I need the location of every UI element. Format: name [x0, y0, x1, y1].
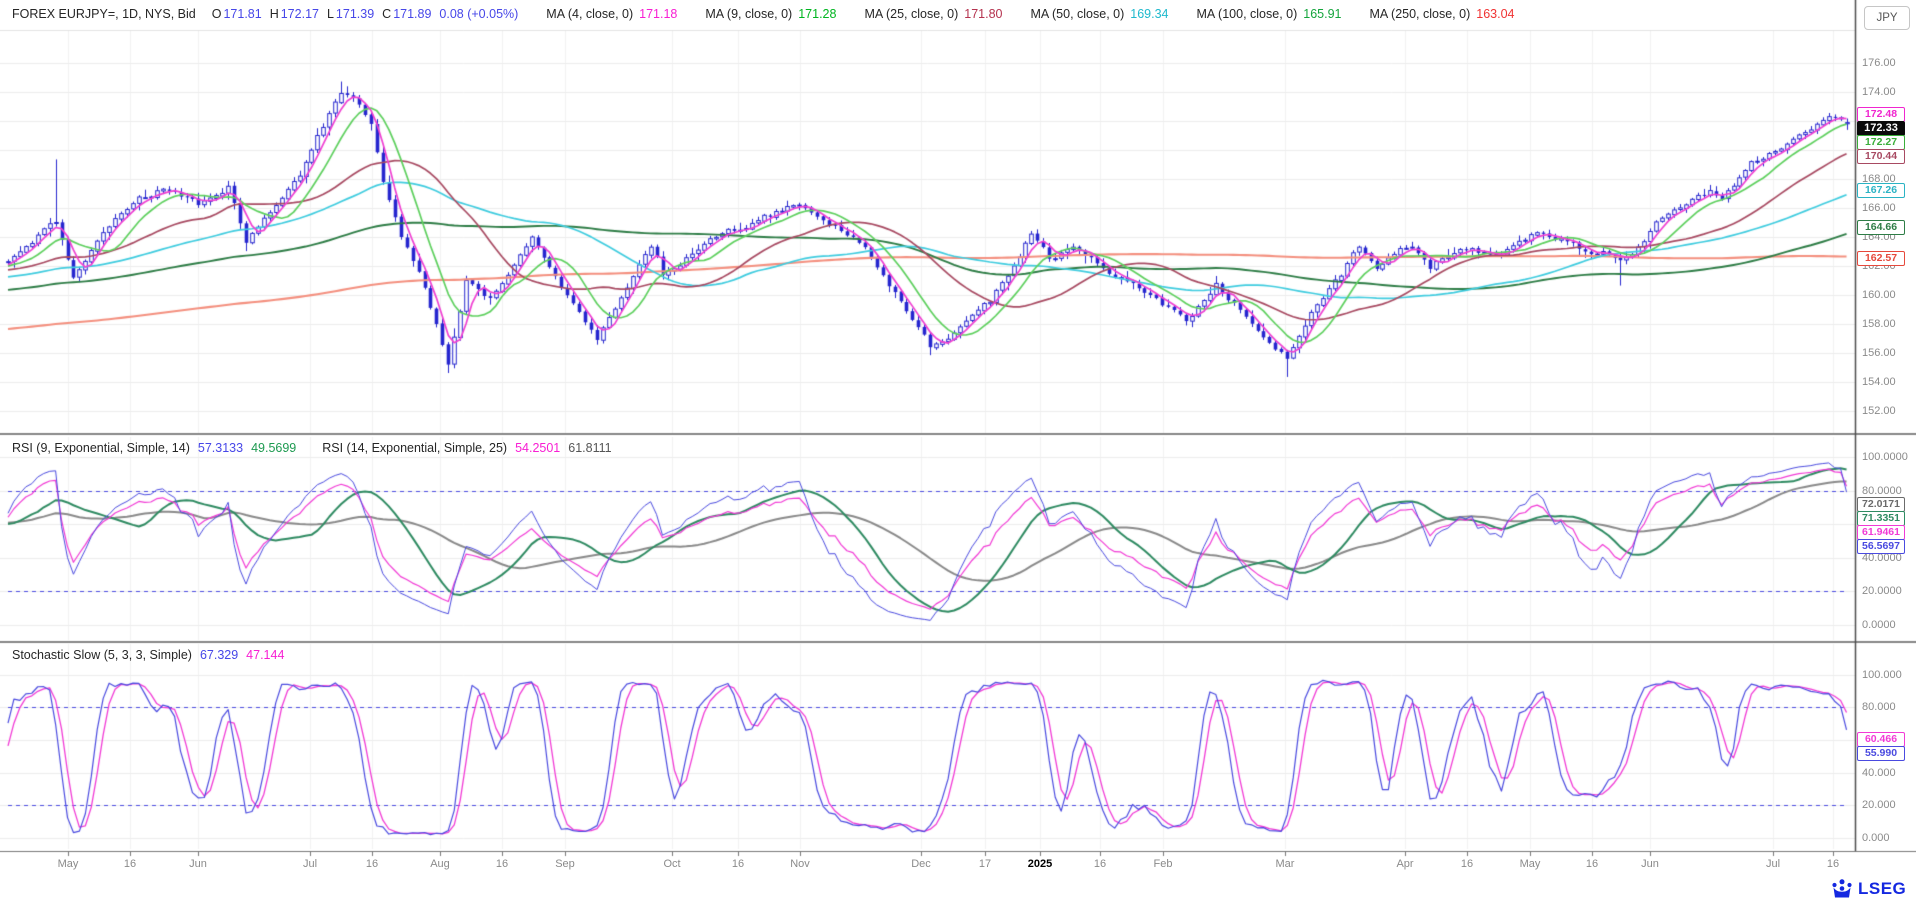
rsi-axis-badge: 71.3351 [1857, 511, 1905, 526]
x-axis-label: Jun [189, 858, 207, 870]
x-axis-label: Aug [430, 858, 450, 870]
rsi-axis-badge: 72.0171 [1857, 497, 1905, 512]
price-axis-badge: 172.27 [1857, 135, 1905, 151]
price-tick-label: 156.00 [1862, 347, 1896, 359]
legend-item: 171.89 [393, 7, 432, 21]
rsi-tick-label: 40.0000 [1862, 551, 1902, 564]
x-axis-label: May [57, 858, 79, 870]
stoch-legend-item: 47.144 [246, 648, 285, 662]
legend-item: 0.08 (+0.05%) [439, 7, 519, 21]
lseg-logo: LSEG [1830, 878, 1906, 900]
lseg-crest-icon [1832, 879, 1852, 898]
price-axis-badge: 164.66 [1857, 220, 1905, 236]
rsi-axis-badge: 56.5697 [1857, 539, 1905, 554]
legend-item: MA (25, close, 0) [864, 7, 959, 21]
stoch-tick-label: 80.000 [1862, 701, 1896, 714]
x-axis-label: 16 [1585, 858, 1599, 870]
stoch-tick-label: 0.000 [1862, 832, 1890, 844]
x-axis-label: Jun [1641, 858, 1659, 870]
x-axis-label: Nov [790, 858, 810, 870]
legend-item: MA (4, close, 0) [546, 7, 634, 21]
x-axis-label: Apr [1396, 858, 1414, 870]
price-tick-label: 168.00 [1862, 173, 1896, 185]
x-axis-label: 16 [365, 858, 379, 870]
legend-item: 163.04 [1476, 7, 1515, 21]
legend-item: 171.39 [335, 7, 375, 21]
stoch-legend-item: Stochastic Slow (5, 3, 3, Simple) [12, 648, 192, 662]
legend-item: FOREX EURJPY=, 1D, NYS, Bid [12, 7, 196, 21]
stoch-tick-label: 40.000 [1862, 766, 1896, 779]
x-axis-label: Mar [1275, 858, 1295, 870]
legend-item: 165.91 [1303, 7, 1342, 21]
x-axis-label: 16 [731, 858, 745, 870]
stoch-legend-item: 67.329 [199, 648, 239, 662]
rsi-tick-label: 20.0000 [1862, 585, 1902, 598]
stoch-axis-badge: 60.466 [1857, 732, 1905, 748]
price-axis-badge: 170.44 [1857, 149, 1905, 165]
rsi-legend-item: 49.5699 [251, 441, 297, 455]
rsi-legend-item: 61.8111 [568, 441, 612, 455]
x-axis-label: Jul [1765, 858, 1781, 870]
currency-unit-button[interactable]: JPY [1864, 6, 1910, 30]
legend-item: 169.34 [1130, 7, 1169, 21]
rsi-panel-header: RSI (9, Exponential, Simple, 14) 57.3133 4… [12, 441, 612, 455]
lseg-logo-text: LSEG [1858, 879, 1907, 898]
price-axis-badge: 162.57 [1857, 250, 1905, 266]
x-axis-label: 16 [495, 858, 509, 870]
x-axis-label: Sep [555, 858, 575, 870]
x-axis-label: 16 [1826, 858, 1840, 870]
price-tick-label: 174.00 [1862, 86, 1896, 98]
x-axis-label: 2025 [1027, 858, 1053, 870]
rsi-legend-item: RSI (14, Exponential, Simple, 25) [322, 441, 508, 455]
price-tick-label: 158.00 [1862, 318, 1896, 330]
rsi-legend-item: RSI (9, Exponential, Simple, 14) [12, 441, 190, 455]
price-tick-label: 176.00 [1862, 57, 1896, 69]
stoch-tick-label: 20.000 [1862, 799, 1896, 812]
rsi-legend-item: 57.3133 [197, 441, 244, 455]
x-axis-label: Oct [663, 858, 681, 870]
rsi-legend-item: 54.2501 [515, 441, 561, 455]
legend-item: 171.18 [639, 7, 678, 21]
stochastic-panel-header: Stochastic Slow (5, 3, 3, Simple) 67.329 4… [12, 648, 284, 662]
legend-item: 171.81 [223, 7, 262, 21]
price-tick-label: 154.00 [1862, 376, 1896, 388]
legend-item: 172.17 [280, 7, 319, 21]
x-axis-label: May [1519, 858, 1541, 870]
rsi-tick-label: 80.0000 [1862, 484, 1902, 497]
legend-item: 171.28 [798, 7, 837, 21]
x-axis-label: Feb [1153, 858, 1173, 870]
legend-item: L [326, 7, 334, 21]
rsi-axis-badge: 61.9461 [1857, 525, 1905, 540]
price-tick-label: 166.00 [1862, 202, 1896, 214]
legend-item: H [269, 7, 279, 21]
price-axis-badge: 172.33 [1857, 121, 1905, 137]
x-axis-label: Jul [302, 858, 318, 870]
stoch-axis-badge: 55.990 [1857, 746, 1905, 762]
x-axis-label: 16 [1460, 858, 1474, 870]
currency-unit-label: JPY [1876, 12, 1898, 24]
stoch-tick-label: 100.000 [1862, 668, 1902, 681]
price-tick-label: 160.00 [1862, 289, 1896, 301]
main-chart-legend: FOREX EURJPY=, 1D, NYS, Bid O 171.81 H 172.1… [12, 7, 1514, 21]
legend-item: C [382, 7, 392, 21]
x-axis-label: 16 [123, 858, 137, 870]
x-axis-label: Dec [911, 858, 931, 870]
x-axis-label: 17 [978, 858, 992, 870]
price-axis-badge: 172.48 [1857, 107, 1905, 123]
rsi-tick-label: 0.0000 [1862, 619, 1896, 631]
price-tick-label: 152.00 [1862, 405, 1896, 417]
legend-item: O [211, 7, 222, 21]
price-axis-badge: 167.26 [1857, 182, 1905, 198]
legend-item: MA (250, close, 0) [1369, 7, 1471, 21]
legend-item: MA (9, close, 0) [705, 7, 793, 21]
x-axis-label: 16 [1093, 858, 1107, 870]
legend-item: 171.80 [964, 7, 1003, 21]
rsi-tick-label: 100.0000 [1862, 451, 1908, 463]
legend-item: MA (100, close, 0) [1196, 7, 1298, 21]
legend-item: MA (50, close, 0) [1030, 7, 1125, 21]
